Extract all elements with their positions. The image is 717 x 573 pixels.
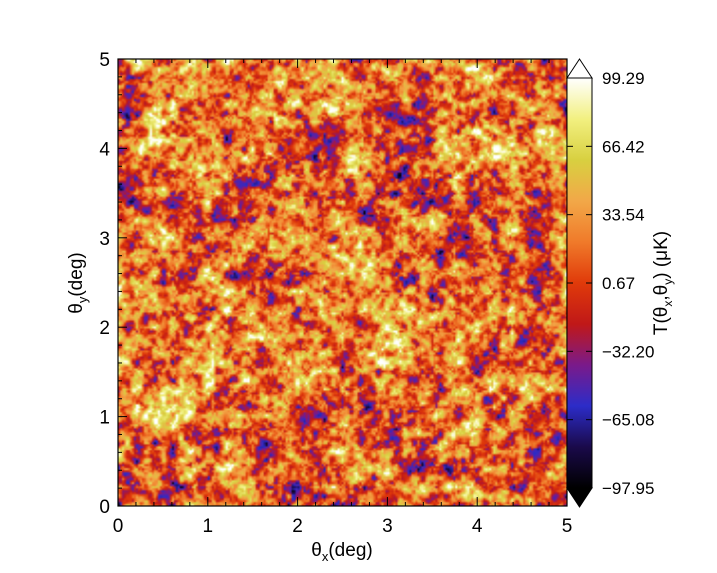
x-tick-label: 2 xyxy=(292,516,303,537)
x-tick-label: 0 xyxy=(113,516,124,537)
y-axis-ticks: 0 1 2 3 4 5 xyxy=(99,50,127,518)
y-tick-label: 1 xyxy=(99,408,110,429)
y-tick-label: 4 xyxy=(99,139,110,160)
x-axis-title: θx(deg) xyxy=(311,540,372,564)
colorbar-tick-label: 33.54 xyxy=(602,206,645,225)
colorbar-max-extend-triangle xyxy=(566,58,593,79)
x-tick-label: 3 xyxy=(382,516,393,537)
x-axis-ticks: 0 1 2 3 4 5 xyxy=(113,59,573,537)
colorbar-tick-label: 99.29 xyxy=(602,69,645,88)
colorbar-ticks: 99.29 66.42 33.54 0.67 −32.20 −65.08 −97.95 xyxy=(567,69,654,498)
y-tick-label: 3 xyxy=(99,229,110,250)
heatmap-image xyxy=(118,59,567,506)
y-axis-title: θy(deg) xyxy=(66,252,90,313)
colorbar-tick-label: −97.95 xyxy=(602,479,654,498)
x-tick-label: 5 xyxy=(562,516,573,537)
y-tick-label: 2 xyxy=(99,318,110,339)
colorbar-tick-label: 66.42 xyxy=(602,137,645,156)
x-tick-label: 1 xyxy=(203,516,214,537)
heatmap-plot-area xyxy=(117,58,568,507)
colorbar-tick-label: −65.08 xyxy=(602,411,654,430)
y-tick-label: 5 xyxy=(99,50,110,71)
colorbar-min-extend-triangle xyxy=(566,487,593,508)
colorbar-tick-label: −32.20 xyxy=(602,342,654,361)
colorbar-title: T(θx,θy) (μK) xyxy=(651,231,675,335)
colorbar: 99.29 66.42 33.54 0.67 −32.20 −65.08 −97.95 xyxy=(566,58,654,508)
y-tick-label: 0 xyxy=(99,497,110,518)
colorbar-tick-label: 0.67 xyxy=(602,274,635,293)
x-tick-label: 4 xyxy=(472,516,483,537)
